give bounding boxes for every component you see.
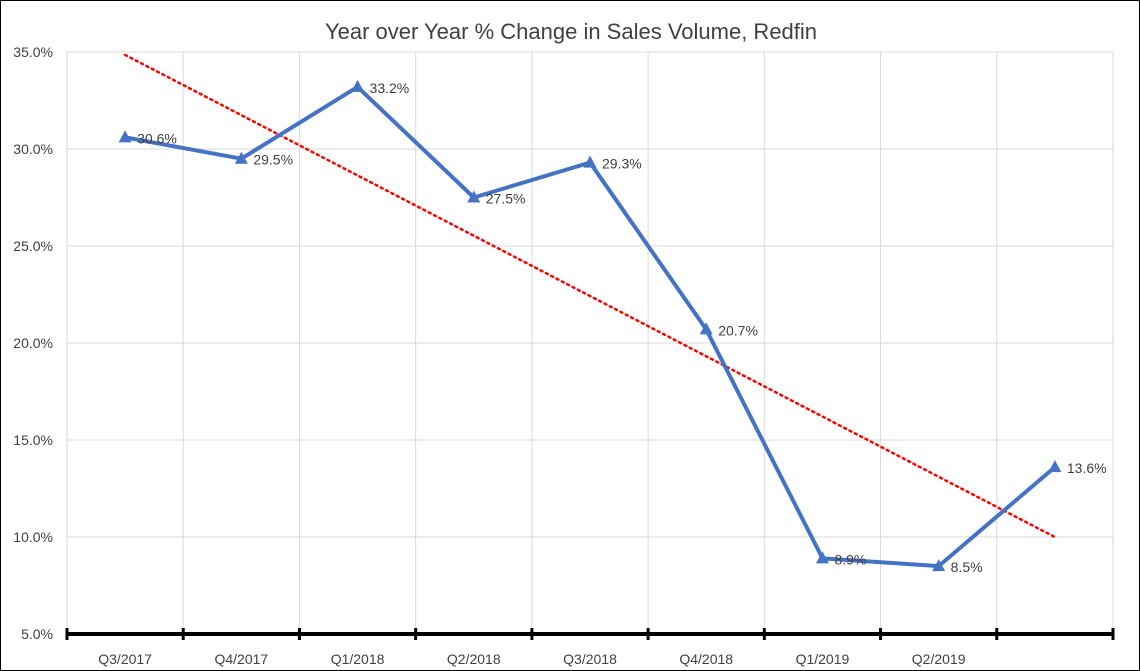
data-label: 29.5% xyxy=(253,152,293,168)
x-axis-tick-labels: Q3/2017 Q4/2017 Q1/2018 Q2/2018 Q3/2018 Q4/20… xyxy=(98,651,965,667)
data-point-marker xyxy=(583,155,597,168)
data-label: 8.9% xyxy=(834,551,866,567)
data-point-marker xyxy=(815,551,829,564)
x-tick-label: Q1/2018 xyxy=(331,651,385,667)
x-tick-label: Q4/2018 xyxy=(679,651,733,667)
data-label: 13.6% xyxy=(1067,460,1107,476)
x-tick-label: Q4/2017 xyxy=(214,651,268,667)
x-tick-label: Q2/2019 xyxy=(912,651,966,667)
data-point-marker xyxy=(351,79,365,92)
y-tick-label: 25.0% xyxy=(13,238,53,254)
gridlines xyxy=(66,51,1114,634)
data-point-marker xyxy=(1048,460,1062,473)
trendline xyxy=(123,53,1057,539)
y-tick-label: 5.0% xyxy=(21,626,53,642)
y-tick-label: 15.0% xyxy=(13,432,53,448)
y-tick-label: 10.0% xyxy=(13,529,53,545)
y-axis-tick-labels: 5.0% 10.0% 15.0% 20.0% 25.0% 30.0% 35.0% xyxy=(13,44,53,642)
series-layer xyxy=(118,79,1062,572)
data-point-marker xyxy=(932,559,946,572)
y-tick-label: 35.0% xyxy=(13,44,53,60)
x-tick-label: Q2/2018 xyxy=(447,651,501,667)
data-point-marker xyxy=(234,151,248,164)
data-point-marker xyxy=(699,322,713,335)
chart-title: Year over Year % Change in Sales Volume,… xyxy=(325,19,817,44)
x-tick-label: Q3/2017 xyxy=(98,651,152,667)
x-tick-label: Q1/2019 xyxy=(796,651,850,667)
data-label: 33.2% xyxy=(370,80,410,96)
data-label: 8.5% xyxy=(951,559,983,575)
data-point-marker xyxy=(467,190,481,203)
data-label: 27.5% xyxy=(486,191,526,207)
y-tick-label: 30.0% xyxy=(13,141,53,157)
y-tick-label: 20.0% xyxy=(13,335,53,351)
data-label: 29.3% xyxy=(602,156,642,172)
data-labels: 30.6% 29.5% 33.2% 27.5% 29.3% 20.7% 8.9% 8.5% 13… xyxy=(137,80,1106,575)
data-label: 30.6% xyxy=(137,130,177,146)
data-label: 20.7% xyxy=(718,322,758,338)
trendline-layer xyxy=(123,53,1057,539)
x-axis xyxy=(65,628,1115,640)
data-point-marker xyxy=(118,130,132,143)
x-tick-label: Q3/2018 xyxy=(563,651,617,667)
